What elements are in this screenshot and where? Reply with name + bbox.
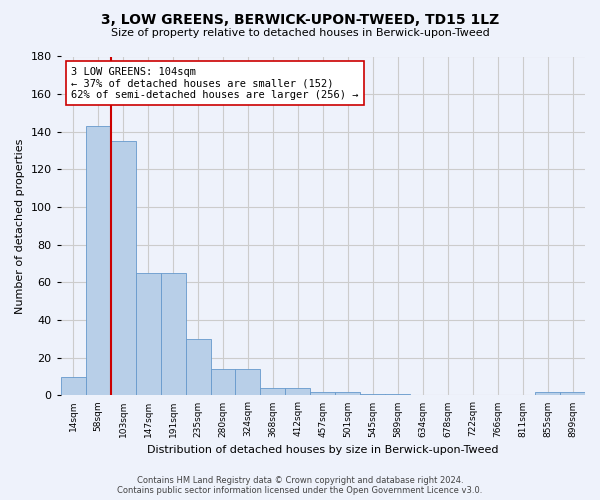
Bar bbox=[361, 394, 385, 396]
Bar bbox=[310, 392, 335, 396]
Text: 3, LOW GREENS, BERWICK-UPON-TWEED, TD15 1LZ: 3, LOW GREENS, BERWICK-UPON-TWEED, TD15 … bbox=[101, 12, 499, 26]
Bar bbox=[185, 339, 211, 396]
Bar bbox=[86, 126, 110, 396]
Bar bbox=[211, 369, 235, 396]
Text: Contains HM Land Registry data © Crown copyright and database right 2024.
Contai: Contains HM Land Registry data © Crown c… bbox=[118, 476, 482, 495]
Bar bbox=[161, 273, 185, 396]
Y-axis label: Number of detached properties: Number of detached properties bbox=[15, 138, 25, 314]
Bar bbox=[235, 369, 260, 396]
Bar bbox=[335, 392, 361, 396]
Bar bbox=[110, 141, 136, 396]
Bar bbox=[61, 376, 86, 396]
Bar bbox=[560, 392, 585, 396]
Bar bbox=[136, 273, 161, 396]
Bar bbox=[385, 394, 410, 396]
X-axis label: Distribution of detached houses by size in Berwick-upon-Tweed: Distribution of detached houses by size … bbox=[147, 445, 499, 455]
Bar bbox=[260, 388, 286, 396]
Bar bbox=[535, 392, 560, 396]
Bar bbox=[286, 388, 310, 396]
Text: Size of property relative to detached houses in Berwick-upon-Tweed: Size of property relative to detached ho… bbox=[110, 28, 490, 38]
Text: 3 LOW GREENS: 104sqm
← 37% of detached houses are smaller (152)
62% of semi-deta: 3 LOW GREENS: 104sqm ← 37% of detached h… bbox=[71, 66, 359, 100]
